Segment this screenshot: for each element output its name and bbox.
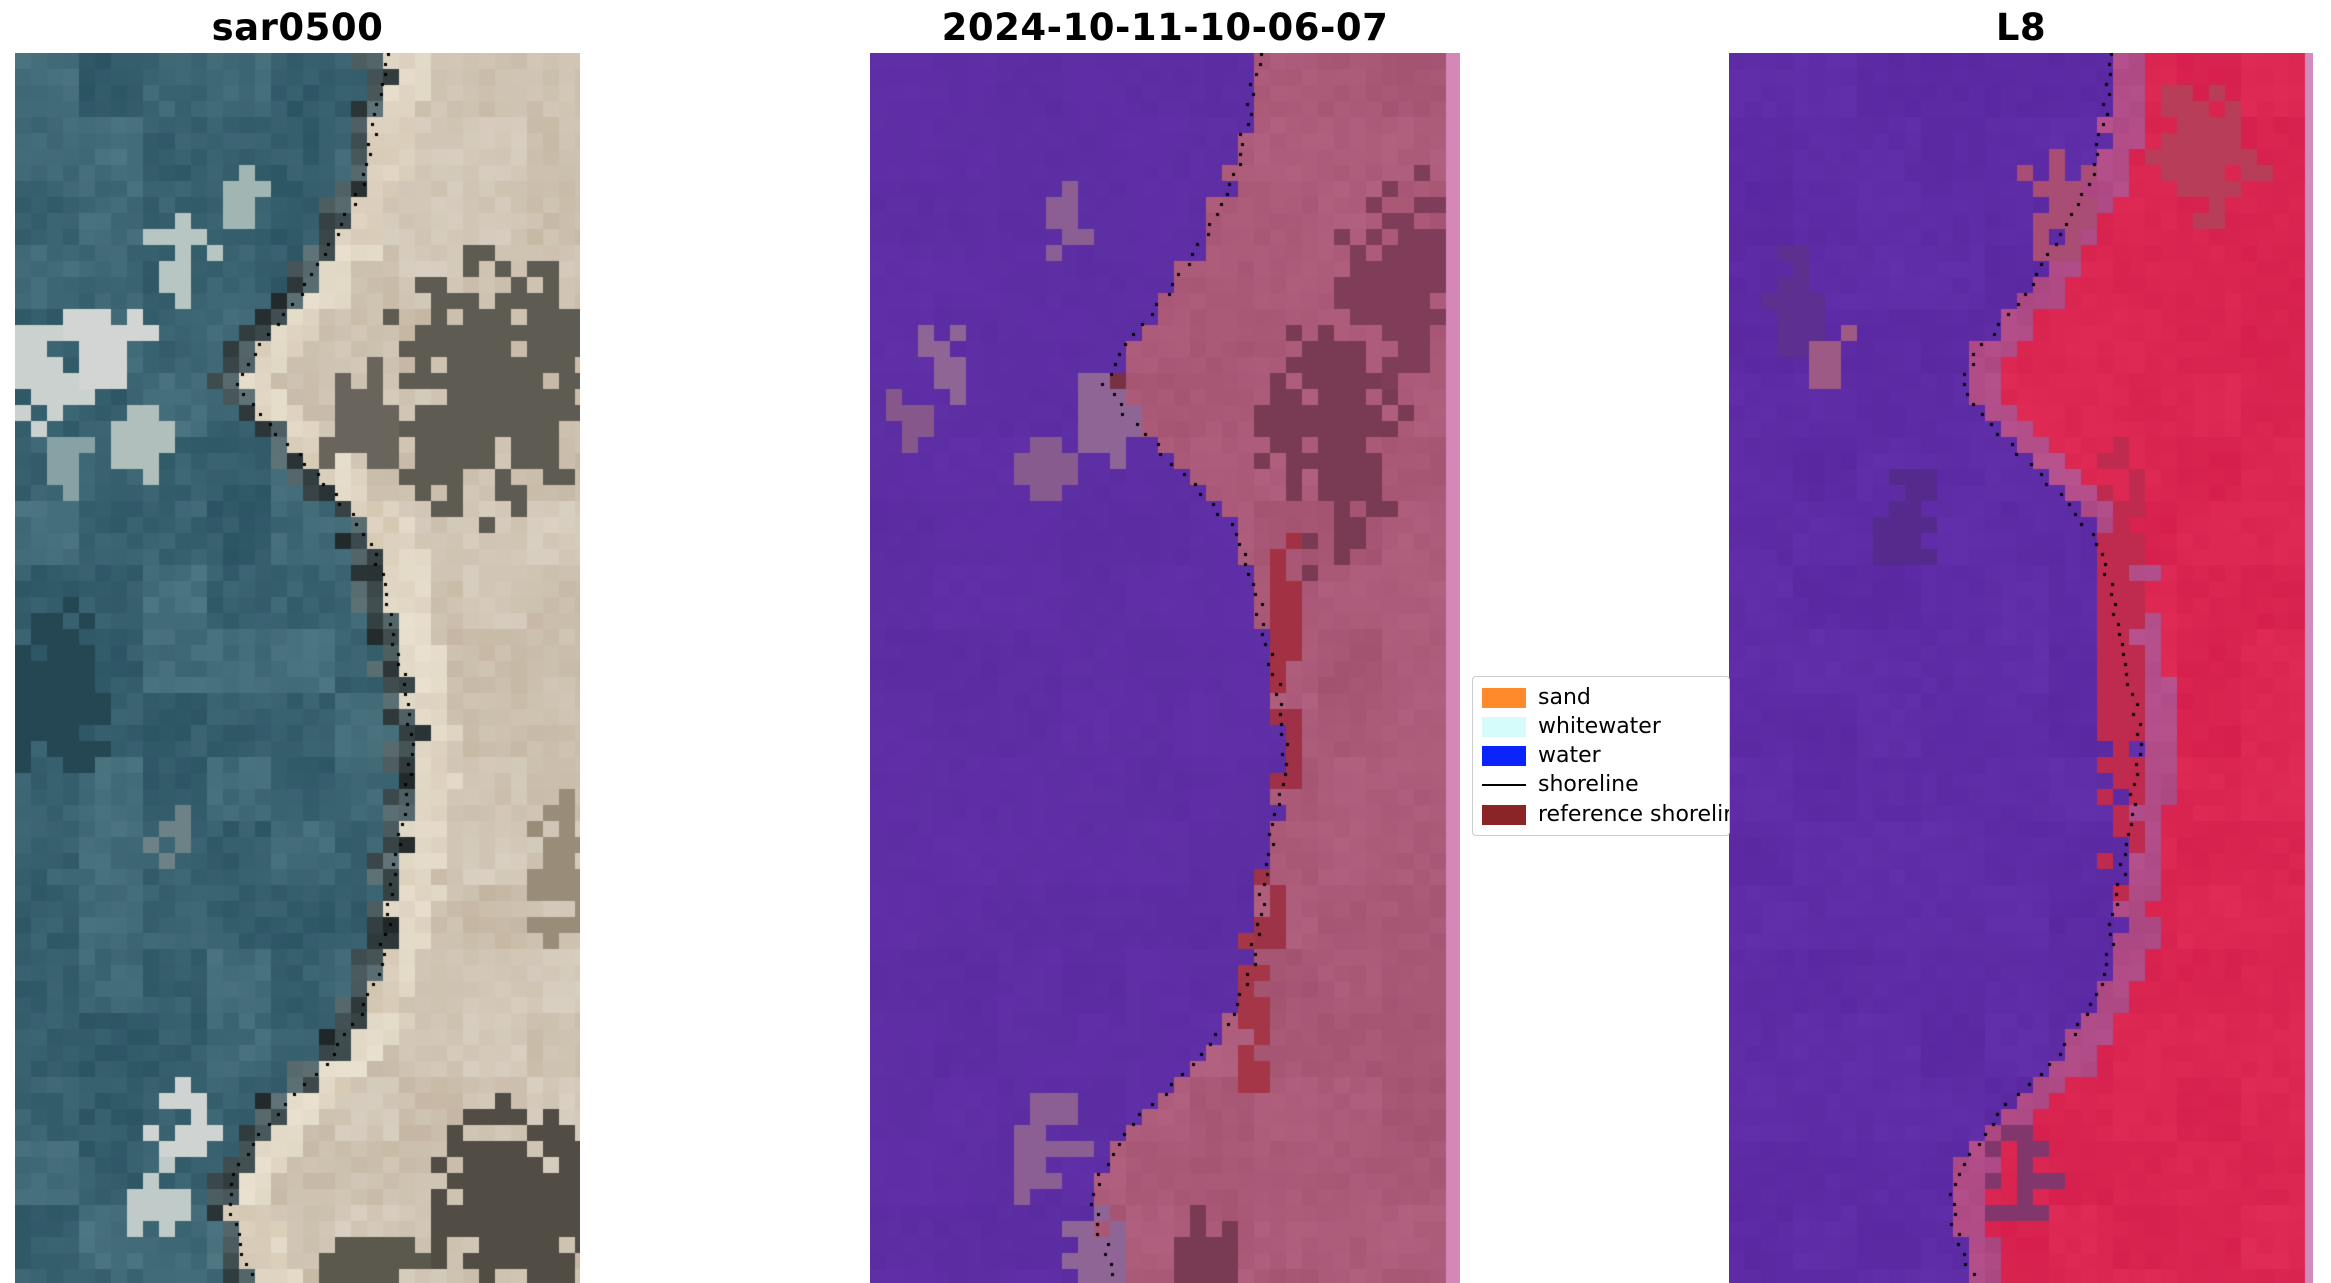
legend-label-reference-shoreline: reference shoreline (1538, 801, 1730, 827)
legend-item-whitewater: whitewater (1482, 713, 1720, 740)
l8-image-panel (1729, 53, 2313, 1283)
panel-title-datetime: 2024-10-11-10-06-07 (941, 5, 1389, 49)
legend-item-shoreline: shoreline (1482, 772, 1720, 799)
legend-swatch-whitewater (1482, 716, 1526, 737)
legend: sand whitewater water shoreline reference sh… (1472, 676, 1730, 836)
legend-swatch-sand (1482, 687, 1526, 708)
legend-swatch-reference-shoreline (1482, 804, 1526, 825)
panel-title-sar0500: sar0500 (211, 5, 384, 49)
panel-title-l8: L8 (1995, 5, 2047, 49)
legend-item-reference-shoreline: reference shoreline (1482, 801, 1729, 828)
legend-item-water: water (1482, 743, 1720, 770)
legend-label-shoreline: shoreline (1538, 772, 1639, 798)
legend-label-sand: sand (1538, 684, 1591, 710)
legend-item-sand: sand (1482, 684, 1720, 711)
legend-label-water: water (1538, 743, 1601, 768)
legend-swatch-shoreline (1482, 784, 1526, 787)
sar-image-panel (15, 53, 580, 1283)
legend-label-whitewater: whitewater (1538, 713, 1661, 739)
classification-image-panel (870, 53, 1460, 1283)
legend-swatch-water (1482, 746, 1526, 766)
